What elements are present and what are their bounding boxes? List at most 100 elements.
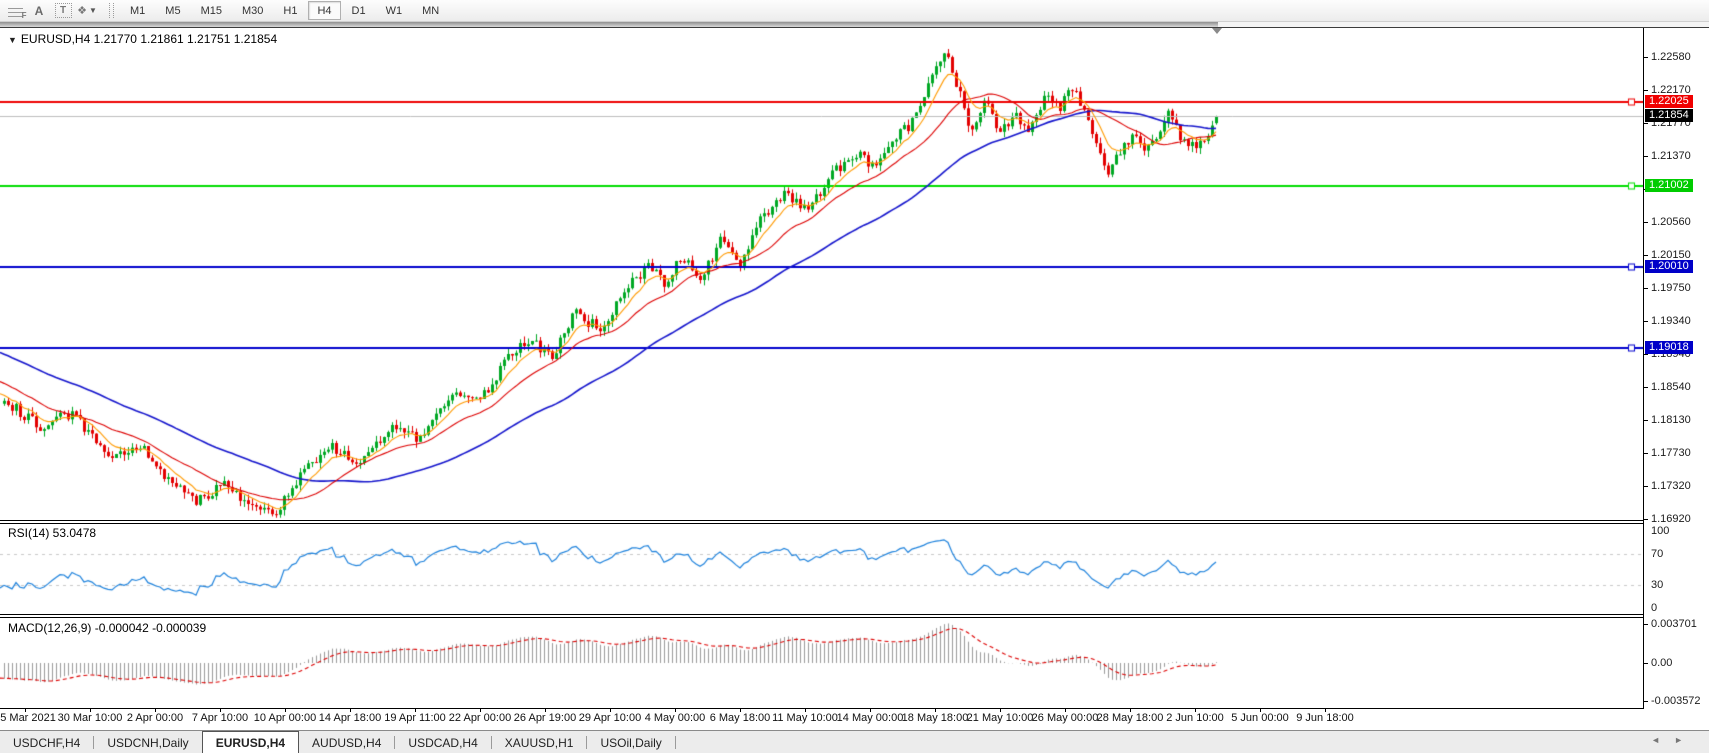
price-axis-label: 1.16920 [1651,513,1691,525]
time-axis-tickmark [545,708,546,712]
macd-axis-tickmark [1644,624,1648,625]
price-axis-tickmark [1644,321,1648,322]
tab-separator [394,736,396,749]
time-axis-label: 9 Jun 18:00 [1296,712,1354,724]
chart-title-text: EURUSD,H4 1.21770 1.21861 1.21751 1.2185… [20,32,278,46]
text-annotation-tool-icon[interactable]: A [34,3,44,18]
timeframe-button-m5[interactable]: M5 [165,4,181,17]
price-axis-label: 1.21370 [1651,150,1691,162]
price-axis-label: 1.22170 [1651,84,1691,96]
timeframe-button-m15[interactable]: M15 [200,4,222,17]
time-axis-tickmark [1260,708,1261,712]
tab-usoil-daily[interactable]: USOil,Daily [600,735,662,750]
rsi-scale-label: 0 [1651,602,1658,614]
time-axis-label: 21 May 10:00 [966,712,1034,724]
price-axis-label: 1.17730 [1651,447,1691,459]
time-axis-tickmark [1000,708,1001,712]
tab-xauusd-h1[interactable]: XAUUSD,H1 [504,735,574,750]
tab-usdcad-h4[interactable]: USDCAD,H4 [408,735,478,750]
price-axis-tickmark [1644,453,1648,454]
time-axis-tickmark [1325,708,1326,712]
time-axis-label: 6 May 18:00 [709,712,771,724]
arrow-tools-icon[interactable]: ❖ ▼ [76,2,98,19]
level-price-badge: 1.19018 [1645,341,1693,354]
tab-scroll-right-icon[interactable]: ► [1674,735,1697,745]
tab-usdchf-h4[interactable]: USDCHF,H4 [13,735,81,750]
level-price-badge: 1.22025 [1645,95,1693,108]
tab-audusd-h4[interactable]: AUDUSD,H4 [312,735,382,750]
timeframe-button-m1[interactable]: M1 [130,4,146,17]
arrows-icon: ❖ [77,5,87,17]
timeframe-button-w1[interactable]: W1 [385,4,403,17]
rsi-scale-label: 100 [1651,525,1670,537]
time-axis-label: 26 Apr 19:00 [513,712,577,724]
time-axis-tickmark [1130,708,1131,712]
macd-scale-label: 0.00 [1651,657,1673,669]
price-axis-label: 1.22580 [1651,51,1691,63]
price-axis-tickmark [1644,57,1648,58]
time-axis-label: 30 Mar 10:00 [57,712,123,724]
macd-scale-label: -0.003572 [1651,695,1701,707]
text-box-tool-icon[interactable]: T [52,2,74,19]
time-axis-tickmark [1065,708,1066,712]
level-price-badge: 1.21002 [1645,179,1693,192]
macd-scale-label: 0.003701 [1651,618,1697,630]
tab-separator [490,736,492,749]
panel-separator[interactable] [0,617,1644,618]
fibonacci-icon: F [7,4,27,20]
price-axis-tickmark [1644,420,1648,421]
time-axis-tickmark [90,708,91,712]
chart-scrollbar-thumb[interactable] [0,22,1218,27]
price-axis-label: 1.17320 [1651,480,1691,492]
macd-axis-tickmark [1644,701,1648,702]
time-axis-tickmark [220,708,221,712]
timeframe-button-mn[interactable]: MN [422,4,440,17]
timeframe-toolbar: M1 M5 M15 M30 H1 H4 D1 W1 MN [120,1,449,20]
bid-price-badge: 1.21854 [1645,109,1693,122]
time-axis-label: 2 Apr 00:00 [126,712,184,724]
time-axis-label: 19 Apr 11:00 [384,712,446,724]
time-axis-tickmark [675,708,676,712]
time-axis-tickmark [870,708,871,712]
chart-title: ▼ EURUSD,H4 1.21770 1.21861 1.21751 1.218… [8,32,277,46]
panel-separator[interactable] [0,520,1644,521]
fibonacci-tool-icon[interactable]: F [4,2,27,20]
price-axis-tickmark [1644,123,1648,124]
rsi-indicator-label: RSI(14) 53.0478 [8,526,97,540]
time-axis-label: 5 Jun 00:00 [1231,712,1289,724]
chart-canvas[interactable] [0,28,1643,708]
toolbar-grip [109,3,114,18]
panel-separator [0,708,1644,709]
price-axis-tickmark [1644,486,1648,487]
time-axis-label: 18 May 18:00 [901,712,969,724]
timeframe-button-h1[interactable]: H1 [283,4,298,17]
price-axis-label: 1.18130 [1651,414,1691,426]
chart-scrollbar[interactable] [0,22,1709,27]
timeframe-button-d1[interactable]: D1 [351,4,366,17]
timeframe-button-h4[interactable]: H4 [308,1,341,20]
price-axis-tickmark [1644,387,1648,388]
timeframe-button-m30[interactable]: M30 [241,4,264,17]
tab-separator [93,736,95,749]
macd-indicator-label: MACD(12,26,9) -0.000042 -0.000039 [8,621,207,635]
tab-usdcnh-daily[interactable]: USDCNH,Daily [107,735,189,750]
panel-separator[interactable] [0,523,1644,524]
time-axis-label: 25 Mar 2021 [0,712,56,724]
time-axis-label: 7 Apr 10:00 [191,712,249,724]
level-price-badge: 1.20010 [1645,260,1693,273]
top-toolbar: F A T ❖ ▼ M1 M5 M15 M30 H1 H4 D1 W1 MN [0,0,1709,22]
tab-eurusd-h4[interactable]: EURUSD,H4 [201,731,300,753]
panel-separator[interactable] [0,614,1644,615]
symbol-dropdown-icon[interactable]: ▼ [8,35,17,45]
time-axis-label: 4 May 00:00 [644,712,706,724]
chevron-down-icon: ▼ [88,6,97,15]
macd-axis-tickmark [1644,663,1648,664]
price-axis-tickmark [1644,222,1648,223]
time-axis-label: 28 May 18:00 [1096,712,1164,724]
time-axis-label: 11 May 10:00 [772,712,838,724]
tab-scroll-left-icon[interactable]: ◄ [1651,735,1675,745]
chart-tab-bar: USDCHF,H4 USDCNH,Daily EURUSD,H4 AUDUSD,H4 U… [0,730,1709,753]
time-axis-label: 14 May 00:00 [836,712,904,724]
price-axis-tickmark [1644,519,1648,520]
